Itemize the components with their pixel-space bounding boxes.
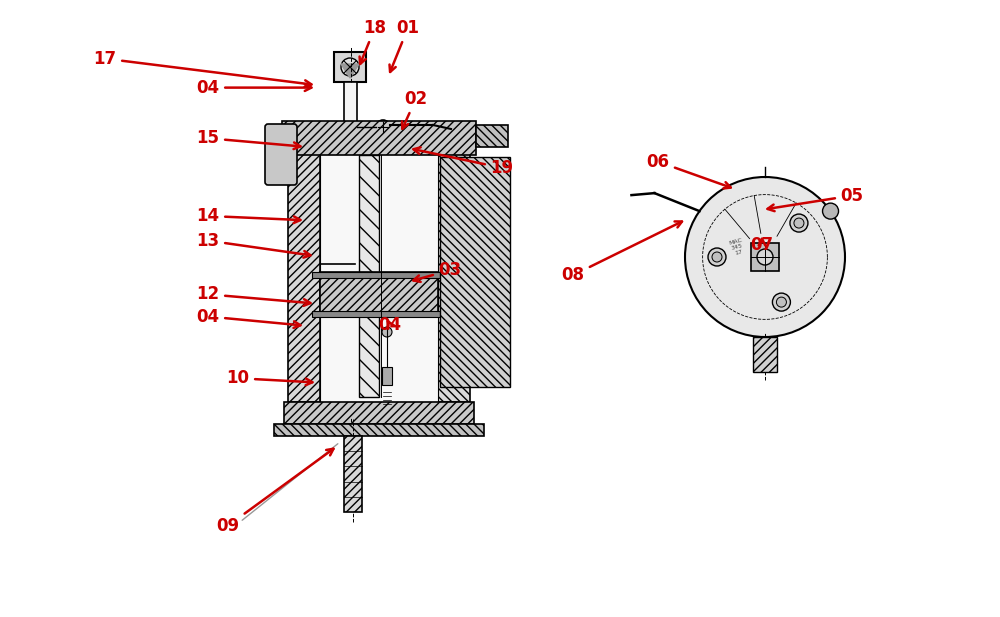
Bar (440, 157, 510, 387)
Text: 19: 19 (413, 147, 514, 177)
Bar (284, 402, 474, 424)
Circle shape (376, 120, 390, 134)
Text: 06: 06 (646, 152, 731, 188)
Bar (751, 243, 779, 271)
Circle shape (685, 177, 845, 337)
Bar (344, 82, 357, 417)
Text: 04: 04 (378, 316, 402, 334)
Text: 17: 17 (93, 49, 311, 87)
Text: 10: 10 (226, 369, 312, 387)
Text: 14: 14 (196, 207, 300, 225)
Circle shape (341, 58, 359, 76)
Circle shape (708, 248, 726, 266)
Bar (476, 125, 508, 147)
Bar (753, 337, 777, 372)
Circle shape (712, 252, 722, 262)
Circle shape (823, 203, 839, 219)
Bar (282, 121, 476, 155)
Text: 03: 03 (413, 261, 462, 282)
Text: 12: 12 (196, 285, 310, 306)
Circle shape (382, 327, 392, 337)
Text: 07: 07 (750, 236, 774, 254)
FancyBboxPatch shape (265, 124, 297, 185)
Bar (438, 137, 470, 402)
Text: 05: 05 (768, 186, 864, 211)
Text: 01: 01 (390, 19, 420, 72)
Circle shape (757, 249, 773, 265)
Bar (320, 272, 438, 317)
Text: 04: 04 (196, 78, 311, 97)
Bar (334, 52, 366, 82)
Bar (359, 155, 379, 397)
Text: MAC
345
17: MAC 345 17 (728, 237, 746, 257)
Bar (274, 424, 484, 436)
Bar (312, 311, 446, 317)
Circle shape (772, 293, 790, 311)
Circle shape (794, 218, 804, 228)
Text: 18: 18 (360, 19, 386, 64)
Text: 15: 15 (196, 129, 300, 149)
Text: 04: 04 (196, 307, 300, 328)
Text: 02: 02 (402, 89, 428, 129)
Bar (312, 272, 446, 278)
Bar (382, 367, 392, 385)
Bar (344, 436, 362, 512)
Polygon shape (341, 64, 359, 78)
Bar (288, 137, 320, 402)
Circle shape (790, 214, 808, 232)
Text: 08: 08 (562, 222, 682, 284)
Text: 13: 13 (196, 231, 310, 258)
Circle shape (776, 297, 786, 307)
Text: 09: 09 (216, 449, 333, 535)
Bar (320, 137, 438, 402)
